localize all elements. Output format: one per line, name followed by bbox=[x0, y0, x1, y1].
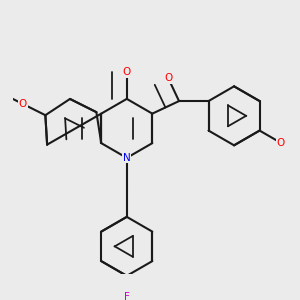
Text: O: O bbox=[19, 99, 27, 109]
Text: F: F bbox=[124, 292, 130, 300]
Text: N: N bbox=[123, 153, 131, 163]
Text: O: O bbox=[164, 74, 172, 83]
Text: O: O bbox=[276, 138, 285, 148]
Text: O: O bbox=[123, 67, 131, 77]
